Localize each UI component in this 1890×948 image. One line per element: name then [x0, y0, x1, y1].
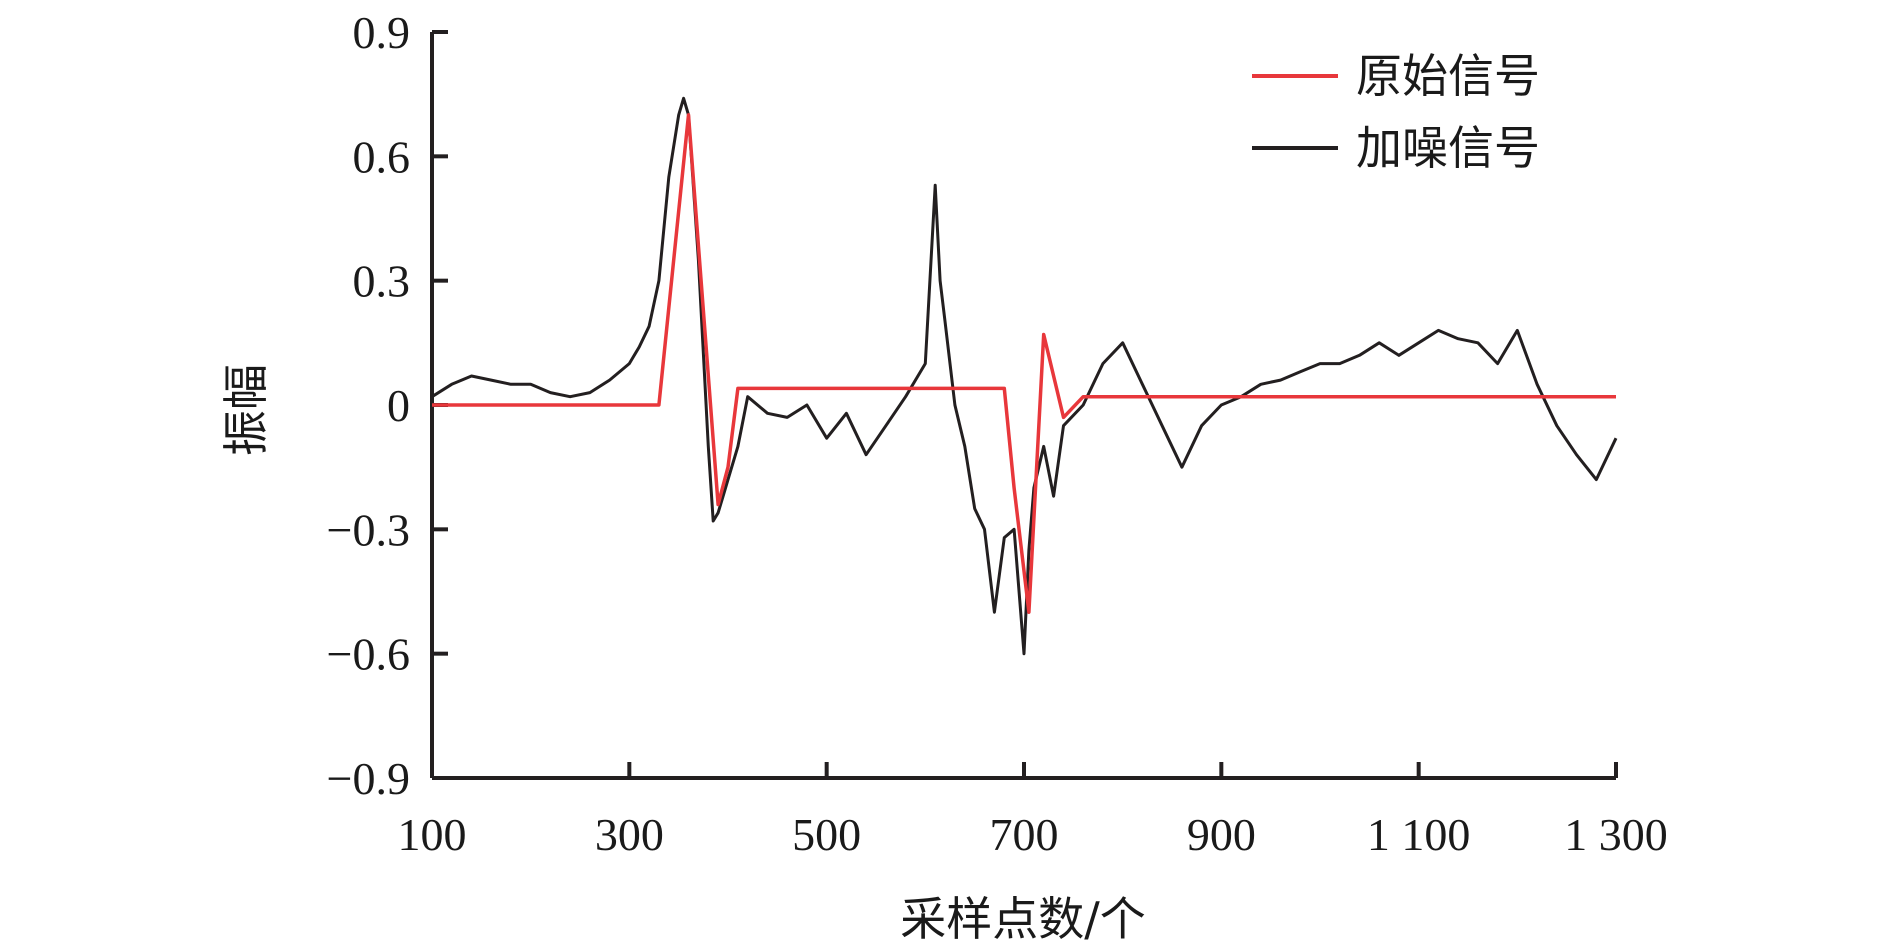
- y-tick-label: −0.6: [327, 629, 410, 680]
- x-ticks: 100 300 500 700 900 1 100 1 300: [398, 762, 1668, 860]
- x-tick-label: 300: [595, 809, 664, 860]
- legend-label-original: 原始信号: [1356, 49, 1540, 103]
- plot-area: [431, 96, 1618, 656]
- x-tick-label: 900: [1187, 809, 1256, 860]
- x-axis-title: 采样点数/个: [900, 892, 1146, 946]
- y-axis-title: 振幅: [219, 364, 273, 456]
- x-tick-label: 1 100: [1367, 809, 1471, 860]
- legend: 原始信号 加噪信号: [1252, 49, 1540, 175]
- y-tick-label: 0: [387, 380, 410, 431]
- series-line-original: [432, 113, 1616, 614]
- y-ticks: 0.9 0.6 0.3 0 −0.3 −0.6 −0.9: [327, 7, 448, 804]
- x-tick-label: 1 300: [1564, 809, 1668, 860]
- legend-label-noisy: 加噪信号: [1356, 121, 1540, 175]
- x-tick-label: 100: [398, 809, 467, 860]
- x-tick-label: 700: [990, 809, 1059, 860]
- y-tick-label: 0.6: [353, 131, 411, 182]
- y-tick-label: −0.9: [327, 753, 410, 804]
- series-line-noisy: [431, 96, 1618, 656]
- y-tick-label: −0.3: [327, 504, 410, 555]
- y-tick-label: 0.3: [353, 256, 411, 307]
- x-tick-label: 500: [792, 809, 861, 860]
- y-tick-label: 0.9: [353, 7, 411, 58]
